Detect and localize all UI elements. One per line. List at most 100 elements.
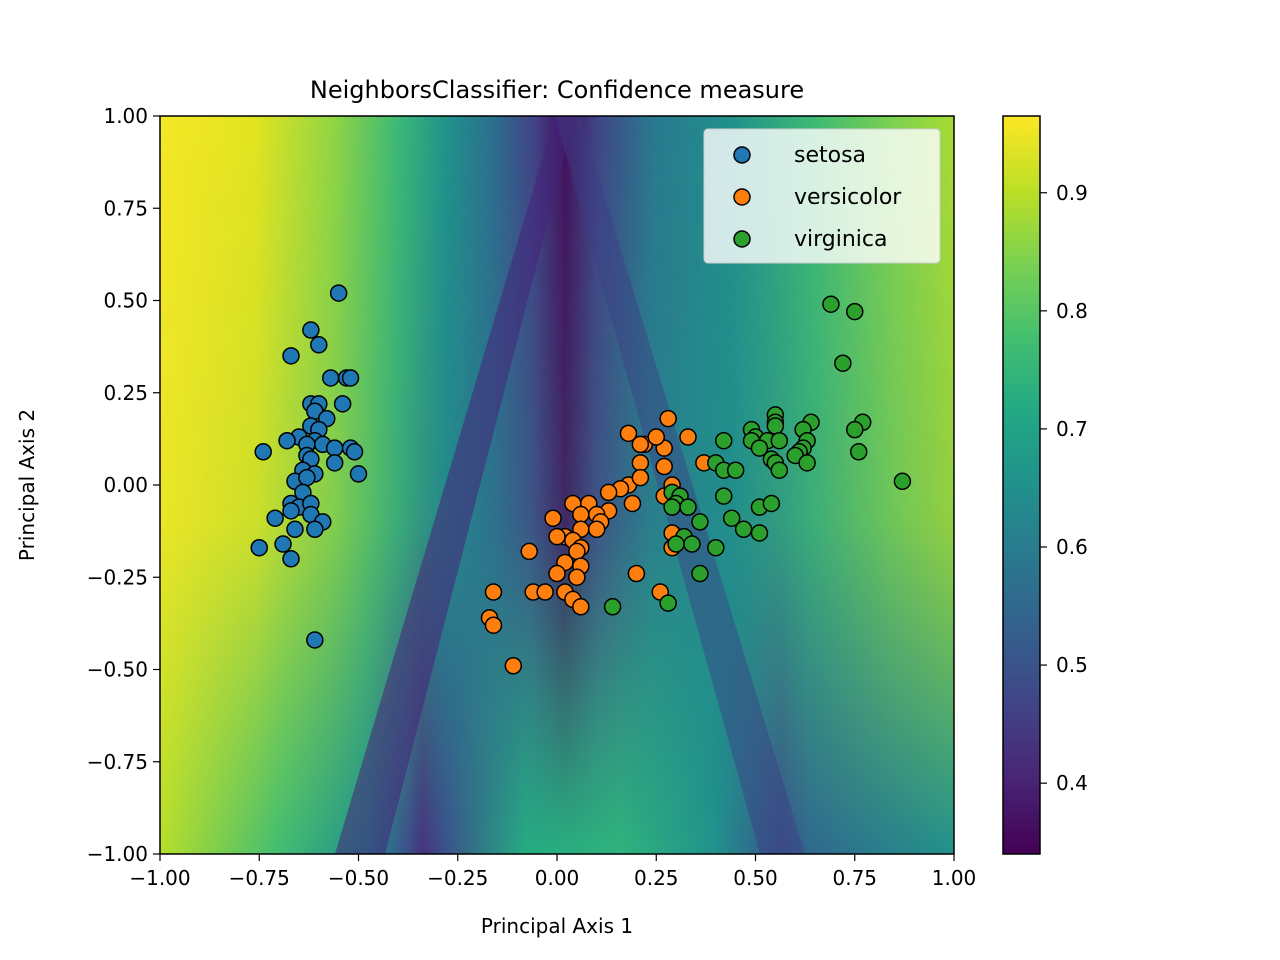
versicolor-point xyxy=(679,428,697,446)
legend-marker-setosa xyxy=(733,146,751,164)
setosa-point xyxy=(306,631,324,649)
y-tick-label: −0.75 xyxy=(87,750,148,774)
versicolor-point xyxy=(631,454,650,472)
virginica-point xyxy=(734,520,753,539)
setosa-point xyxy=(282,347,300,365)
virginica-point xyxy=(659,594,677,612)
setosa-point xyxy=(306,520,324,539)
virginica-point xyxy=(762,494,781,513)
setosa-point xyxy=(321,369,340,387)
virginica-point xyxy=(846,420,864,439)
setosa-point xyxy=(254,443,272,461)
setosa-point xyxy=(282,550,300,568)
setosa-point xyxy=(302,321,320,339)
setosa-point xyxy=(333,395,352,413)
setosa-point xyxy=(345,443,364,461)
legend-label-setosa: setosa xyxy=(794,143,866,168)
y-axis-ticks: −1.00 −0.75 −0.50 −0.25 0.00 0.25 0.50 0.75 1.00 xyxy=(87,104,160,866)
x-tick-label: −0.50 xyxy=(328,866,389,890)
colorbar-tick-label: 0.7 xyxy=(1056,417,1088,441)
setosa-point xyxy=(349,465,368,483)
virginica-point xyxy=(603,598,622,616)
y-axis-label: Principal Axis 2 xyxy=(15,409,39,561)
setosa-point xyxy=(325,454,344,472)
colorbar-tick-label: 0.6 xyxy=(1056,535,1088,559)
legend-marker-versicolor xyxy=(733,188,751,206)
x-tick-label: 0.00 xyxy=(535,866,580,890)
virginica-point xyxy=(750,524,769,542)
colorbar-tick-label: 0.8 xyxy=(1056,299,1088,323)
y-tick-label: 0.50 xyxy=(103,289,148,313)
versicolor-point xyxy=(587,520,606,539)
versicolor-point xyxy=(536,583,554,601)
versicolor-point xyxy=(548,564,566,583)
setosa-point xyxy=(282,502,300,520)
versicolor-point xyxy=(623,494,642,513)
y-tick-label: −0.50 xyxy=(87,658,148,682)
x-axis-label: Principal Axis 1 xyxy=(481,914,633,938)
x-tick-label: 0.25 xyxy=(634,866,679,890)
colorbar: 0.4 0.5 0.6 0.7 0.8 0.9 xyxy=(1002,115,1088,855)
virginica-point xyxy=(770,431,789,450)
legend-box xyxy=(703,128,941,264)
virginica-point xyxy=(691,513,709,531)
y-tick-label: 0.25 xyxy=(103,381,148,405)
setosa-point xyxy=(325,439,344,457)
virginica-point xyxy=(683,535,701,553)
virginica-point xyxy=(750,439,769,457)
chart-title: NeighborsClassifier: Confidence measure xyxy=(310,76,804,104)
virginica-point xyxy=(766,417,785,435)
virginica-point xyxy=(849,443,868,461)
setosa-point xyxy=(329,284,348,302)
versicolor-point xyxy=(659,409,677,428)
versicolor-point xyxy=(504,657,523,675)
versicolor-point xyxy=(627,564,646,583)
virginica-point xyxy=(822,295,840,313)
colorbar-tick-label: 0.9 xyxy=(1056,181,1088,205)
setosa-point xyxy=(310,336,328,354)
versicolor-point xyxy=(619,424,638,443)
versicolor-point xyxy=(568,568,586,586)
y-tick-label: 1.00 xyxy=(103,104,148,128)
versicolor-point xyxy=(572,505,590,524)
versicolor-point xyxy=(572,598,590,616)
virginica-point xyxy=(726,461,745,479)
y-tick-label: 0.75 xyxy=(103,196,148,220)
versicolor-point xyxy=(647,428,665,446)
x-tick-label: 0.50 xyxy=(733,866,778,890)
versicolor-point xyxy=(655,457,673,476)
setosa-point xyxy=(298,468,316,487)
y-tick-label: −0.25 xyxy=(87,565,148,589)
virginica-point xyxy=(714,431,733,450)
setosa-point xyxy=(274,535,292,553)
setosa-point xyxy=(266,509,284,527)
y-tick-label: −1.00 xyxy=(87,842,148,866)
legend: setosa versicolor virginica xyxy=(703,128,941,264)
x-axis-ticks: −1.00 −0.75 −0.50 −0.25 0.00 0.25 0.50 0.75 1.00 xyxy=(129,854,976,890)
setosa-point xyxy=(250,538,268,557)
x-tick-label: −1.00 xyxy=(129,866,190,890)
colorbar-tick-label: 0.4 xyxy=(1056,771,1088,795)
virginica-point xyxy=(679,498,697,516)
virginica-point xyxy=(714,487,733,505)
virginica-point xyxy=(798,454,816,472)
x-tick-label: 0.75 xyxy=(832,866,877,890)
x-tick-label: −0.25 xyxy=(427,866,488,890)
virginica-point xyxy=(770,461,789,479)
virginica-point xyxy=(846,302,864,321)
x-tick-label: 1.00 xyxy=(932,866,977,890)
legend-label-versicolor: versicolor xyxy=(794,185,902,210)
versicolor-point xyxy=(520,542,538,561)
setosa-point xyxy=(286,520,304,539)
x-tick-label: −0.75 xyxy=(229,866,290,890)
virginica-point xyxy=(834,354,852,372)
colorbar-gradient xyxy=(1002,115,1041,855)
virginica-point xyxy=(707,538,725,557)
versicolor-point xyxy=(544,509,562,527)
legend-marker-virginica xyxy=(733,230,751,248)
versicolor-point xyxy=(548,527,566,546)
versicolor-point xyxy=(484,583,503,601)
virginica-point xyxy=(663,498,681,516)
setosa-point xyxy=(341,369,360,387)
